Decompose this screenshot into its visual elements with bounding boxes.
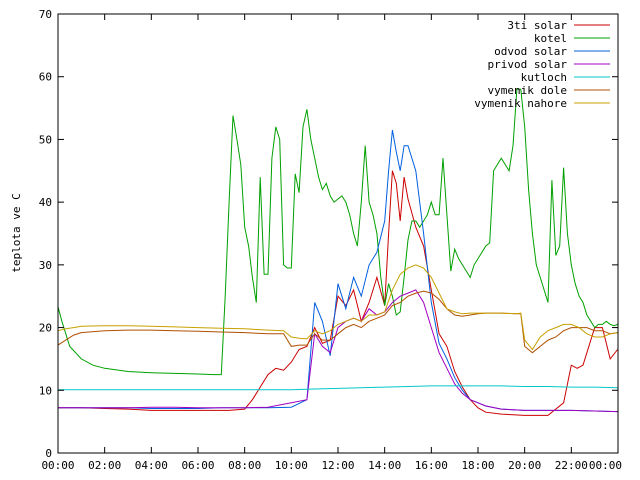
x-tick-label-12: 00:00 [589, 459, 622, 472]
x-tick-label-3: 06:00 [181, 459, 214, 472]
legend-label-5: vymenik dole [488, 84, 567, 97]
x-tick-label-2: 04:00 [135, 459, 168, 472]
series-line-0 [58, 170, 618, 416]
x-tick-label-1: 02:00 [88, 459, 121, 472]
legend-label-6: vymenik nahore [474, 97, 567, 110]
y-axis-title: teplota ve C [10, 193, 23, 272]
y-tick-label-4: 40 [39, 196, 52, 209]
x-tick-label-9: 18:00 [461, 459, 494, 472]
x-tick-label-8: 16:00 [415, 459, 448, 472]
x-tick-label-4: 08:00 [228, 459, 261, 472]
x-tick-label-7: 14:00 [368, 459, 401, 472]
series-line-4 [58, 385, 618, 391]
x-tick-label-11: 22:00 [555, 459, 588, 472]
x-tick-label-5: 10:00 [275, 459, 308, 472]
y-tick-label-6: 60 [39, 71, 52, 84]
legend-label-1: kotel [534, 32, 567, 45]
y-tick-label-1: 10 [39, 384, 52, 397]
ticks-layer: 0 10 20 30 40 50 60 70 00:00 02:00 04:00 06:00 08:00… [39, 8, 622, 472]
legend-label-0: 3ti solar [507, 19, 567, 32]
legend-label-4: kutloch [521, 71, 567, 84]
x-tick-label-10: 20:00 [508, 459, 541, 472]
series-line-1 [57, 88, 618, 376]
x-tick-label-0: 00:00 [41, 459, 74, 472]
legend-label-2: odvod solar [494, 45, 567, 58]
y-tick-label-0: 0 [45, 447, 52, 460]
y-tick-label-7: 70 [39, 8, 52, 21]
y-tick-label-3: 30 [39, 259, 52, 272]
legend-label-3: privod solar [488, 58, 568, 71]
series-layer [57, 88, 618, 416]
series-line-5 [57, 290, 618, 354]
y-tick-label-5: 50 [39, 133, 52, 146]
series-line-6 [57, 264, 618, 351]
x-tick-label-6: 12:00 [321, 459, 354, 472]
y-tick-label-2: 20 [39, 322, 52, 335]
